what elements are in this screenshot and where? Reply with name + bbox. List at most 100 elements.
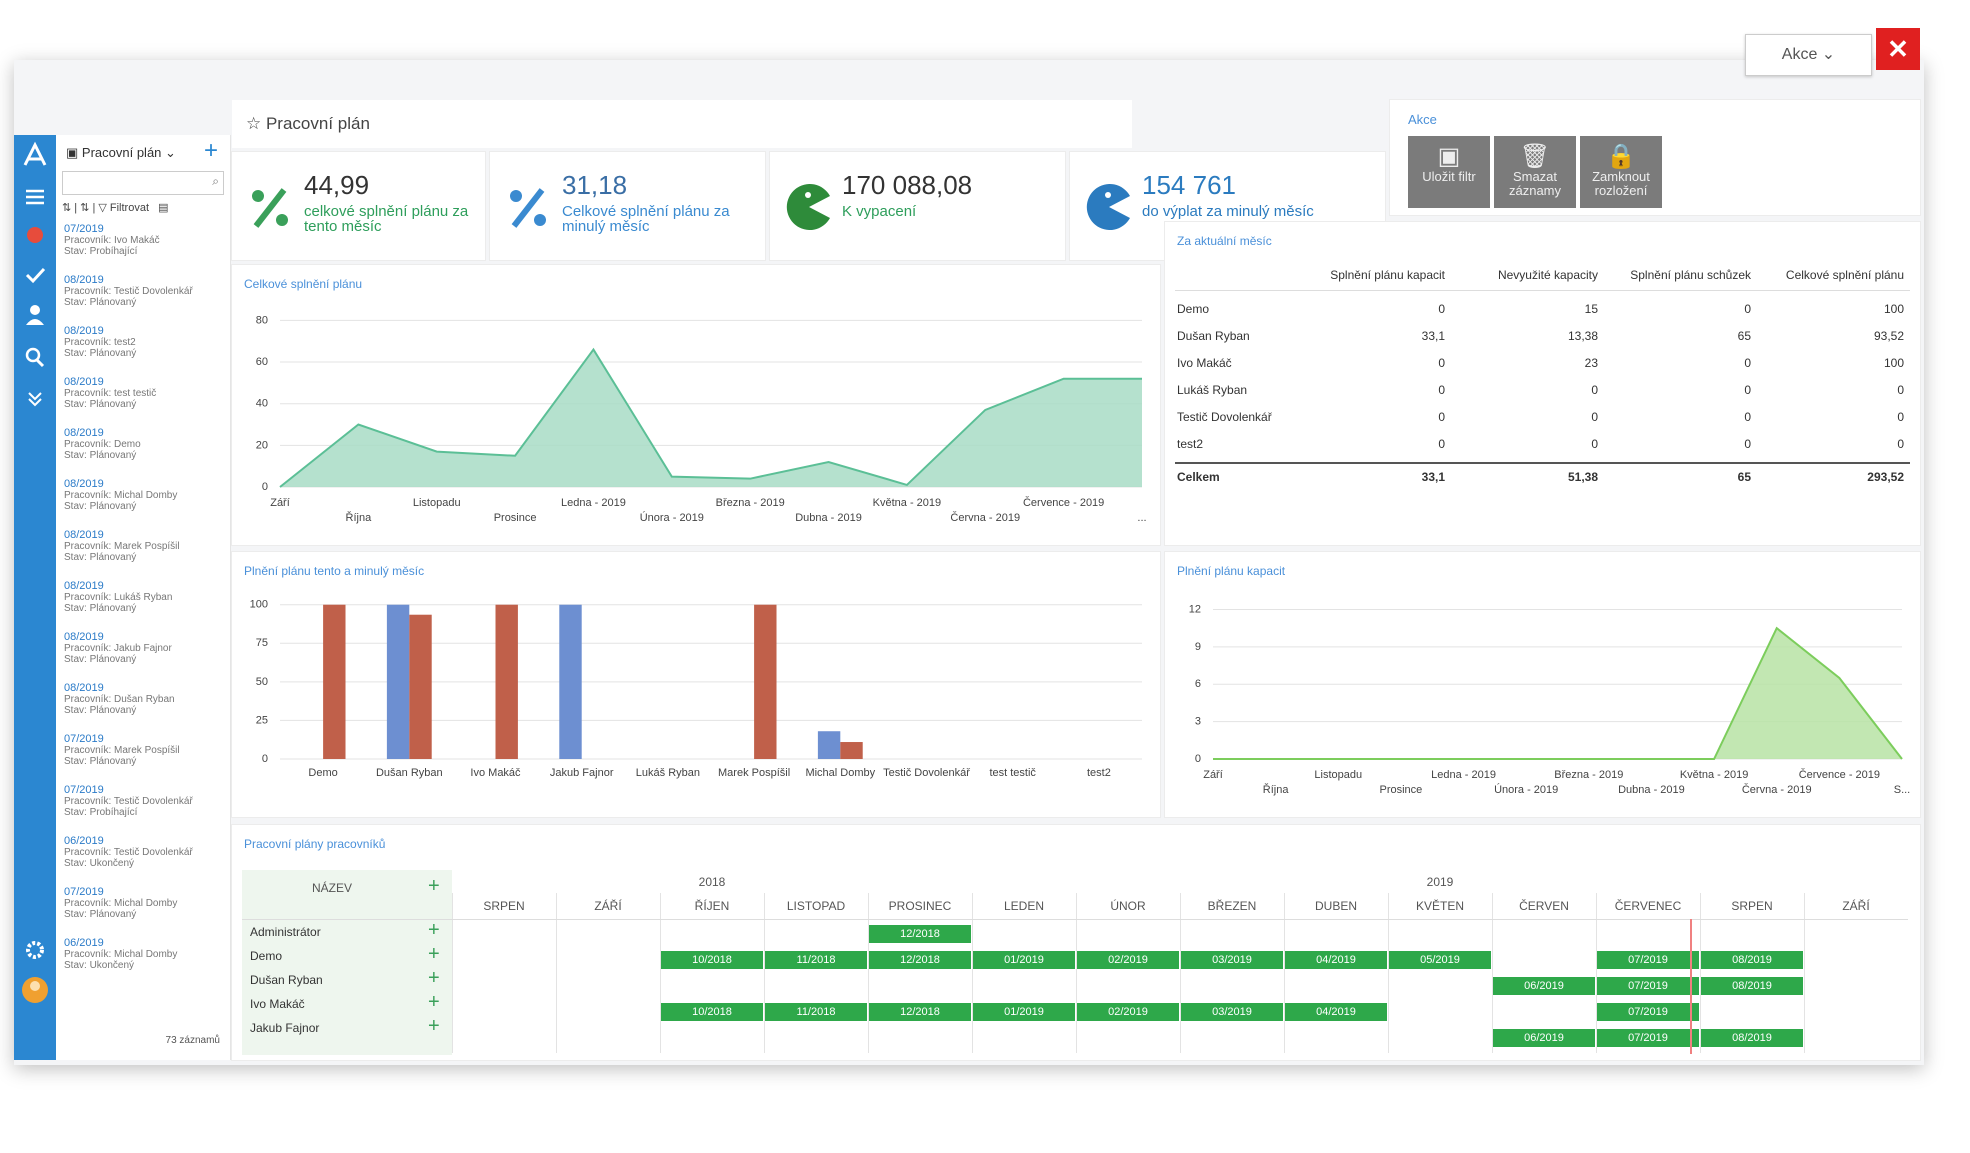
record-worker: Pracovník: Michal Domby <box>64 898 178 909</box>
plan-chip[interactable]: 01/2019 <box>973 951 1075 969</box>
record[interactable]: 08/2019 Pracovník: Dušan Ryban Stav: Pláno… <box>64 682 224 716</box>
record-period: 08/2019 <box>64 427 104 439</box>
record-status: Stav: Plánovaný <box>64 348 137 359</box>
plan-chip[interactable]: 08/2019 <box>1701 951 1803 969</box>
chart: Plnění plánu kapacit 0 3 6 9 12 Září Října Listo… <box>1177 564 1910 796</box>
x-tick-label: Června - 2019 <box>950 511 1020 524</box>
add-row[interactable]: + <box>428 919 440 941</box>
bar <box>409 614 432 759</box>
plan-chip[interactable]: 07/2019 <box>1597 1003 1699 1021</box>
plan-chip[interactable]: 04/2019 <box>1285 1003 1387 1021</box>
plan-chip[interactable]: 04/2019 <box>1285 951 1387 969</box>
plan-chip[interactable]: 08/2019 <box>1701 1029 1803 1047</box>
month-label: BŘEZEN <box>1207 899 1257 913</box>
action-label: Smazat záznamy <box>1508 169 1562 198</box>
plan-chip[interactable]: 03/2019 <box>1181 951 1283 969</box>
x-tick-label: Testič Dovolenkář <box>883 767 970 779</box>
add-row[interactable]: + <box>428 943 440 965</box>
chart-panel: Plnění plánu tento a minulý měsíc 0 25 50 75… <box>232 552 1160 817</box>
add-row[interactable]: + <box>428 875 440 897</box>
plan-chip[interactable]: 12/2018 <box>869 951 971 969</box>
toolbar: ⇅ | ⇅ | ▽ Filtrovat ▤ <box>62 202 169 214</box>
record-worker: Pracovník: Jakub Fajnor <box>64 643 172 654</box>
plan-chip[interactable]: 11/2018 <box>765 1003 867 1021</box>
name-header: NÁZEV <box>311 881 352 895</box>
record-count: 73 záznamů <box>165 1035 220 1046</box>
plan-chip[interactable]: 07/2019 <box>1597 977 1699 995</box>
action-button[interactable]: 🗑 Smazat záznamy <box>1494 136 1576 208</box>
record[interactable]: 08/2019 Pracovník: Testič Dovolenkář Stav:… <box>64 274 224 308</box>
record[interactable]: 08/2019 Pracovník: Michal Domby Stav: Plán… <box>64 478 224 512</box>
record[interactable]: 07/2019 Pracovník: Marek Pospíšil Stav: Pl… <box>64 733 224 767</box>
record-status: Stav: Plánovaný <box>64 501 137 512</box>
record[interactable]: 08/2019 Pracovník: test testič Stav: Pláno… <box>64 376 224 410</box>
add-row[interactable]: + <box>428 967 440 989</box>
record[interactable]: 06/2019 Pracovník: Testič Dovolenkář Stav:… <box>64 835 224 869</box>
header-rule <box>242 919 1908 920</box>
plan-chip[interactable]: 05/2019 <box>1389 951 1491 969</box>
chart: Plnění plánu tento a minulý měsíc 0 25 50 75… <box>244 564 1142 779</box>
plan-chip[interactable]: 02/2019 <box>1077 1003 1179 1021</box>
record-status: Stav: Plánovaný <box>64 756 137 767</box>
today-line <box>1689 919 1692 1054</box>
action-button[interactable]: ▣ Uložit filtr <box>1408 136 1490 208</box>
close-button[interactable]: ✕ <box>1876 28 1920 70</box>
worker-name[interactable]: Dušan Ryban <box>250 973 323 987</box>
actions-button[interactable]: Akce ⌄ <box>1745 34 1872 76</box>
table-cell: 0 <box>1438 356 1445 370</box>
record[interactable]: 07/2019 Pracovník: Testič Dovolenkář Stav:… <box>64 784 224 818</box>
worker-name[interactable]: Demo <box>250 949 283 963</box>
y-tick-label: 20 <box>256 439 268 451</box>
x-tick-label: ... <box>1137 512 1146 524</box>
action-icon: 🔒 <box>1606 143 1636 170</box>
column-header: Celkové splnění plánu <box>1785 268 1904 282</box>
plan-chip[interactable]: 07/2019 <box>1597 1029 1699 1047</box>
plan-chip[interactable]: 01/2019 <box>973 1003 1075 1021</box>
record[interactable]: 08/2019 Pracovník: Jakub Fajnor Stav: Plán… <box>64 631 224 665</box>
worker-name[interactable]: Administrátor <box>250 925 321 939</box>
action-button[interactable]: 🔒 Zamknout rozložení <box>1580 136 1662 208</box>
record-status: Stav: Plánovaný <box>64 603 137 614</box>
filter-label[interactable]: Filtrovat <box>109 202 150 214</box>
record[interactable]: 08/2019 Pracovník: Marek Pospíšil Stav: Pl… <box>64 529 224 563</box>
plan-chip[interactable]: 10/2018 <box>661 1003 763 1021</box>
worker-name[interactable]: Jakub Fajnor <box>250 1021 320 1035</box>
plan-chip[interactable]: 12/2018 <box>869 1003 971 1021</box>
record[interactable]: 08/2019 Pracovník: test2 Stav: Plánovaný <box>64 325 224 359</box>
x-tick-label: Července - 2019 <box>1023 496 1104 509</box>
plan-chip[interactable]: 12/2018 <box>869 925 971 943</box>
actions-panel: Akce ▣ Uložit filtr 🗑 Smazat záznamy 🔒 Zamkno… <box>1390 100 1920 215</box>
record[interactable]: 07/2019 Pracovník: Ivo Makáč Stav: Probíha… <box>64 223 224 257</box>
plan-chip[interactable]: 02/2019 <box>1077 951 1179 969</box>
table-cell: 0 <box>1591 437 1598 451</box>
bar <box>495 604 518 759</box>
add-row[interactable]: + <box>428 991 440 1013</box>
plan-chip[interactable]: 03/2019 <box>1181 1003 1283 1021</box>
add-button[interactable]: + <box>204 137 219 164</box>
plan-chip[interactable]: 08/2019 <box>1701 977 1803 995</box>
x-tick-label: Prosince <box>1380 784 1423 796</box>
plan-chip[interactable]: 10/2018 <box>661 951 763 969</box>
month-label: ÚNOR <box>1110 899 1146 913</box>
plan-chip[interactable]: 11/2018 <box>765 951 867 969</box>
record-list: ▣ Pracovní plán ⌄ + ⌕ ⇅ | ⇅ | ▽ Filtrova… <box>56 135 231 1060</box>
search-box[interactable]: ⌕ <box>62 171 224 195</box>
plan-chip[interactable]: 06/2019 <box>1493 977 1595 995</box>
icon-part <box>510 190 522 202</box>
y-tick-label: 12 <box>1189 603 1201 615</box>
x-tick-label: Jakub Fajnor <box>550 767 614 779</box>
record[interactable]: 06/2019 Pracovník: Michal Domby Stav: Ukon… <box>64 937 224 971</box>
plan-chip[interactable]: 06/2019 <box>1493 1029 1595 1047</box>
record[interactable]: 08/2019 Pracovník: Demo Stav: Plánovaný <box>64 427 224 461</box>
record[interactable]: 07/2019 Pracovník: Michal Domby Stav: Plán… <box>64 886 224 920</box>
record-worker: Pracovník: test2 <box>64 337 136 348</box>
add-row[interactable]: + <box>428 1015 440 1037</box>
worker-name[interactable]: Ivo Makáč <box>250 997 305 1011</box>
month-divider <box>1180 893 1181 1053</box>
column-header: Splnění plánu schůzek <box>1630 268 1751 282</box>
total-cell: 33,1 <box>1421 470 1445 484</box>
plan-chip[interactable]: 07/2019 <box>1597 951 1699 969</box>
record-period: 08/2019 <box>64 478 104 490</box>
x-tick-label: Lukáš Ryban <box>636 767 700 779</box>
record[interactable]: 08/2019 Pracovník: Lukáš Ryban Stav: Pláno… <box>64 580 224 614</box>
